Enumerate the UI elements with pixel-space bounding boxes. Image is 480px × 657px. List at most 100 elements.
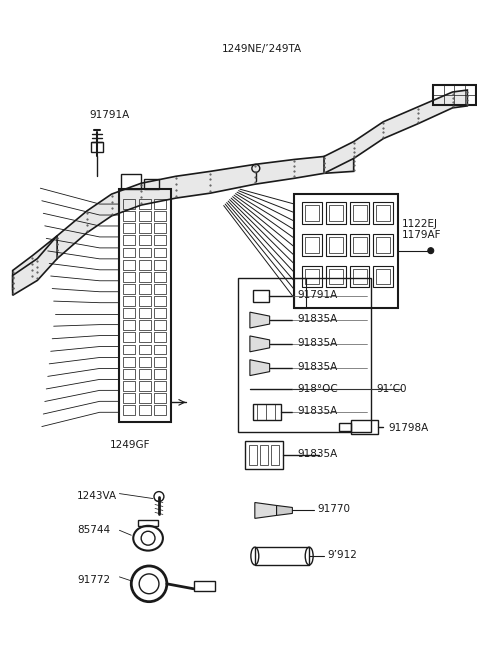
Bar <box>154 405 166 415</box>
Point <box>29 259 36 269</box>
Text: 91’C0: 91’C0 <box>376 384 407 394</box>
Point <box>464 99 471 110</box>
Point <box>449 101 456 112</box>
Bar <box>91 142 103 152</box>
Point <box>9 283 16 293</box>
Bar <box>139 308 151 318</box>
Point <box>251 166 259 177</box>
Point <box>320 162 328 172</box>
Bar <box>123 248 135 258</box>
Point <box>449 97 456 107</box>
Bar <box>123 344 135 354</box>
Bar <box>121 174 141 189</box>
Bar <box>138 520 158 526</box>
Point <box>83 208 91 218</box>
Bar <box>139 393 151 403</box>
Point <box>251 177 259 187</box>
Bar <box>139 272 151 282</box>
Point <box>9 267 16 278</box>
Bar <box>123 308 135 318</box>
Bar <box>154 211 166 221</box>
Bar <box>123 211 135 221</box>
Point <box>320 158 328 168</box>
Point <box>350 138 358 148</box>
Bar <box>294 194 398 308</box>
Point <box>137 180 145 191</box>
Bar <box>123 284 135 294</box>
Bar <box>123 381 135 391</box>
Bar <box>154 369 166 378</box>
Bar <box>139 199 151 209</box>
Point <box>320 166 328 177</box>
Point <box>320 166 328 177</box>
Bar <box>139 211 151 221</box>
Polygon shape <box>12 154 354 290</box>
Point <box>83 219 91 230</box>
Bar <box>373 234 393 256</box>
Point <box>29 265 36 275</box>
Bar <box>139 235 151 245</box>
Bar <box>433 85 476 105</box>
Point <box>9 277 16 288</box>
Bar <box>373 202 393 224</box>
Bar <box>123 369 135 378</box>
Circle shape <box>428 248 434 254</box>
Point <box>449 88 456 99</box>
Text: 1249GF: 1249GF <box>109 440 150 450</box>
Text: 1243VA: 1243VA <box>77 491 117 501</box>
Text: 91772: 91772 <box>77 575 110 585</box>
Point <box>53 245 61 256</box>
Bar <box>123 321 135 330</box>
Bar <box>376 205 390 221</box>
Point <box>53 251 61 261</box>
Point <box>290 171 298 181</box>
Point <box>350 151 358 162</box>
Point <box>9 283 16 294</box>
Bar <box>154 284 166 294</box>
Bar <box>253 404 280 420</box>
Bar <box>123 223 135 233</box>
Point <box>108 191 115 202</box>
Bar <box>123 235 135 245</box>
Bar <box>350 202 370 224</box>
Bar <box>329 269 343 284</box>
Bar <box>154 260 166 269</box>
Point <box>206 168 214 179</box>
Polygon shape <box>324 90 468 173</box>
Point <box>320 153 328 164</box>
Point <box>34 261 41 272</box>
Point <box>464 86 471 97</box>
Point <box>9 288 16 298</box>
Point <box>320 153 328 164</box>
Point <box>53 251 61 261</box>
Bar <box>139 223 151 233</box>
Point <box>53 233 61 243</box>
Text: 918°OC: 918°OC <box>297 384 338 394</box>
Bar <box>123 357 135 367</box>
Bar <box>326 202 346 224</box>
Point <box>414 108 422 118</box>
Bar <box>350 265 370 287</box>
Point <box>34 256 41 266</box>
Bar <box>353 237 367 253</box>
Point <box>9 272 16 283</box>
Point <box>137 186 145 196</box>
Bar <box>271 445 278 465</box>
Text: 91835A: 91835A <box>297 314 337 324</box>
Point <box>34 273 41 283</box>
Text: 1179AF: 1179AF <box>402 230 442 240</box>
Text: 1249NE/’249TA: 1249NE/’249TA <box>222 45 302 55</box>
Bar <box>376 237 390 253</box>
Bar <box>305 237 319 253</box>
Point <box>53 233 61 243</box>
Point <box>206 174 214 185</box>
Point <box>350 147 358 158</box>
Point <box>320 158 328 168</box>
Point <box>449 93 456 103</box>
Text: 91835A: 91835A <box>297 449 337 459</box>
Bar <box>123 199 135 209</box>
Bar <box>120 189 171 422</box>
Point <box>206 180 214 191</box>
Text: 91798A: 91798A <box>388 423 429 433</box>
Bar <box>139 369 151 378</box>
